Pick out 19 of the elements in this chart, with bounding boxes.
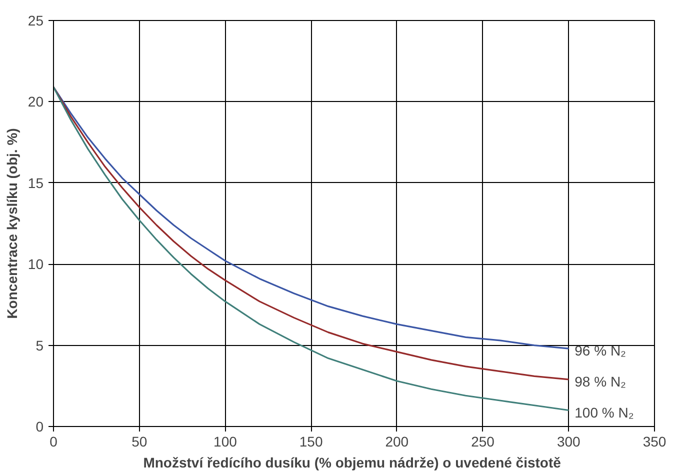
- y-tick-label: 15: [28, 174, 44, 191]
- y-tick-label: 10: [28, 256, 44, 272]
- series-label: 96 % N₂: [574, 342, 626, 359]
- y-tick-label: 0: [36, 418, 44, 434]
- x-tick-label: 100: [214, 434, 238, 450]
- x-tick-label: 200: [385, 434, 409, 450]
- x-tick-label: 150: [299, 434, 323, 450]
- y-tick-label: 20: [28, 94, 44, 110]
- series-label: 98 % N₂: [574, 373, 626, 390]
- y-tick-label: 25: [28, 12, 44, 28]
- y-tick-label: 5: [36, 337, 44, 354]
- x-axis-title: Množství ředícího dusíku (% objemu nádrže) o uvedené čistotě: [143, 454, 562, 470]
- x-tick-label: 50: [132, 434, 148, 450]
- x-tick-label: 300: [556, 434, 581, 450]
- y-axis-title: Koncentrace kyslíku (obj. %): [4, 128, 20, 319]
- series-label: 100 % N₂: [574, 404, 634, 420]
- x-tick-label: 0: [50, 434, 58, 450]
- x-tick-label: 250: [471, 434, 495, 450]
- x-tick-label: 350: [642, 434, 666, 450]
